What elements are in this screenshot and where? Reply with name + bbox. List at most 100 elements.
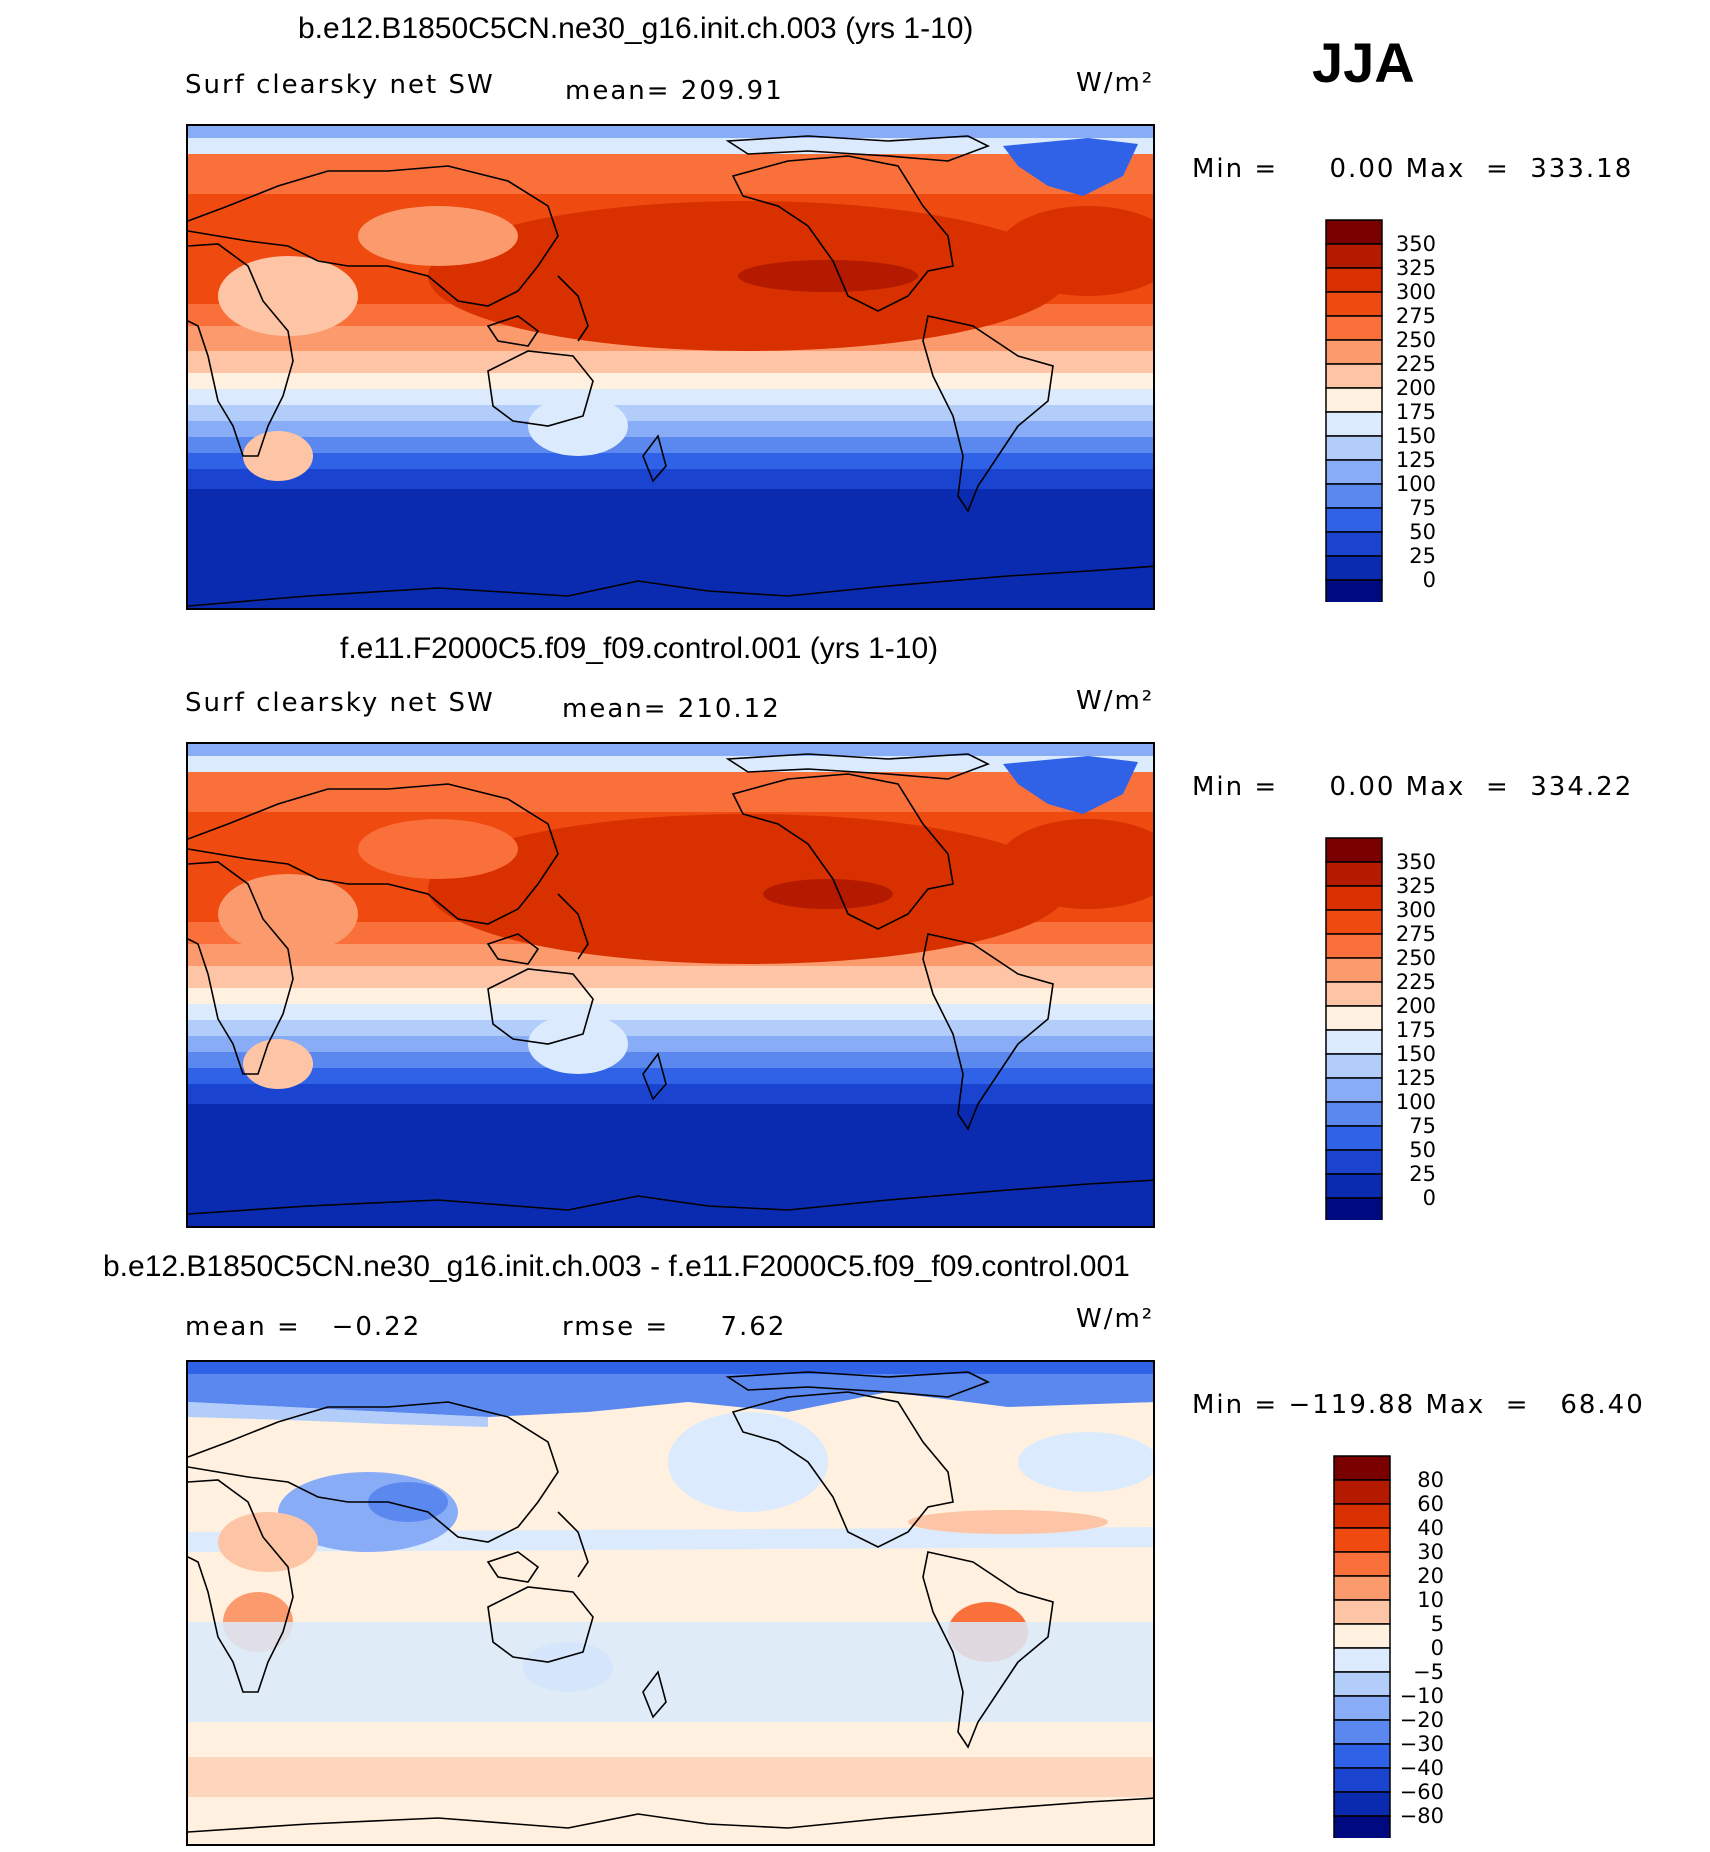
colorbar-swatch xyxy=(1325,909,1383,935)
panel-1-variable-label: Surf clearsky net SW xyxy=(185,70,495,100)
colorbar-tick-label: 100 xyxy=(1396,1090,1436,1114)
colorbar-swatch xyxy=(1325,507,1383,533)
colorbar-swatch xyxy=(1333,1815,1391,1841)
colorbar-swatch xyxy=(1325,435,1383,461)
panel-1-title: b.e12.B1850C5CN.ne30_g16.init.ch.003 (yr… xyxy=(298,12,974,45)
colorbar-swatch xyxy=(1325,861,1383,887)
colorbar-swatch xyxy=(1325,1005,1383,1031)
colorbar-swatch xyxy=(1325,411,1383,437)
colorbar-swatch xyxy=(1325,267,1383,293)
colorbar-tick-label: 225 xyxy=(1396,352,1436,376)
colorbar-tick-label: 0 xyxy=(1423,1186,1436,1210)
colorbar-swatch xyxy=(1325,1053,1383,1079)
colorbar-tick-label: 0 xyxy=(1431,1636,1444,1660)
colorbar-tick-label: 20 xyxy=(1417,1564,1444,1588)
colorbar-swatch xyxy=(1325,1173,1383,1199)
colorbar-swatch xyxy=(1325,1101,1383,1127)
colorbar-tick-label: −5 xyxy=(1413,1660,1444,1684)
colorbar-tick-label: 0 xyxy=(1423,568,1436,592)
panel-2-map xyxy=(186,742,1155,1228)
colorbar-tick-label: 350 xyxy=(1396,850,1436,874)
colorbar-swatch xyxy=(1325,555,1383,581)
colorbar-swatch xyxy=(1325,387,1383,413)
colorbar-tick-label: 30 xyxy=(1417,1540,1444,1564)
colorbar-swatch xyxy=(1325,885,1383,911)
colorbar-tick-label: 300 xyxy=(1396,898,1436,922)
colorbar-tick-label: 200 xyxy=(1396,994,1436,1018)
panel-2-mean-label: mean= 210.12 xyxy=(562,694,781,724)
colorbar-swatch xyxy=(1333,1503,1391,1529)
colorbar-swatch xyxy=(1333,1671,1391,1697)
panel-3-units-label: W/m² xyxy=(1076,1304,1155,1334)
colorbar-swatch xyxy=(1325,459,1383,485)
colorbar-swatch xyxy=(1325,483,1383,509)
colorbar-swatch xyxy=(1333,1599,1391,1625)
colorbar-tick-label: −80 xyxy=(1400,1804,1444,1828)
colorbar-tick-label: 275 xyxy=(1396,922,1436,946)
colorbar-tick-label: −10 xyxy=(1400,1684,1444,1708)
colorbar-swatch xyxy=(1333,1767,1391,1793)
colorbar-tick-label: 150 xyxy=(1396,424,1436,448)
colorbar-swatch xyxy=(1333,1719,1391,1745)
panel-3-mean-label: mean = −0.22 xyxy=(185,1312,422,1342)
colorbar-tick-label: 40 xyxy=(1417,1516,1444,1540)
panel-1-units-label: W/m² xyxy=(1076,68,1155,98)
colorbar-tick-label: 300 xyxy=(1396,280,1436,304)
colorbar-swatch xyxy=(1325,363,1383,389)
colorbar-tick-label: 75 xyxy=(1409,496,1436,520)
colorbar-swatch xyxy=(1325,339,1383,365)
colorbar-tick-label: 75 xyxy=(1409,1114,1436,1138)
panel-1-colorbar: 350 325 300 275 250 225 200 175 150 125 100 75 50 25 0 xyxy=(1324,218,1454,607)
colorbar-tick-label: 5 xyxy=(1431,1612,1444,1636)
colorbar-tick-label: 200 xyxy=(1396,376,1436,400)
colorbar-tick-label: 25 xyxy=(1409,1162,1436,1186)
panel-1-mean-label: mean= 209.91 xyxy=(565,76,784,106)
colorbar-swatch xyxy=(1333,1695,1391,1721)
panel-1-minmax: Min = 0.00 Max = 333.18 xyxy=(1192,154,1634,184)
panel-3-map xyxy=(186,1360,1155,1846)
colorbar-tick-label: −30 xyxy=(1400,1732,1444,1756)
colorbar-swatch xyxy=(1325,981,1383,1007)
colorbar-tick-label: 225 xyxy=(1396,970,1436,994)
colorbar-tick-label: 25 xyxy=(1409,544,1436,568)
colorbar-swatch xyxy=(1333,1551,1391,1577)
colorbar-tick-label: 100 xyxy=(1396,472,1436,496)
colorbar-swatch xyxy=(1333,1647,1391,1673)
colorbar-tick-label: −40 xyxy=(1400,1756,1444,1780)
colorbar-swatch xyxy=(1325,531,1383,557)
colorbar-tick-label: −20 xyxy=(1400,1708,1444,1732)
colorbar-swatch xyxy=(1325,243,1383,269)
colorbar-swatch xyxy=(1325,837,1383,863)
colorbar-tick-label: 125 xyxy=(1396,1066,1436,1090)
colorbar-swatch xyxy=(1325,1149,1383,1175)
colorbar-tick-label: 175 xyxy=(1396,400,1436,424)
colorbar-tick-label: 50 xyxy=(1409,520,1436,544)
panel-3-rmse-label: rmse = 7.62 xyxy=(562,1312,787,1342)
colorbar-swatch xyxy=(1325,1125,1383,1151)
colorbar-swatch xyxy=(1333,1791,1391,1817)
panel-2-variable-label: Surf clearsky net SW xyxy=(185,688,495,718)
panel-2-minmax: Min = 0.00 Max = 334.22 xyxy=(1192,772,1634,802)
colorbar-tick-label: 60 xyxy=(1417,1492,1444,1516)
colorbar-swatch xyxy=(1333,1527,1391,1553)
colorbar-swatch xyxy=(1325,315,1383,341)
panel-1-map xyxy=(186,124,1155,610)
colorbar-swatch xyxy=(1325,933,1383,959)
colorbar-tick-label: −60 xyxy=(1400,1780,1444,1804)
colorbar-tick-label: 10 xyxy=(1417,1588,1444,1612)
panel-3-title: b.e12.B1850C5CN.ne30_g16.init.ch.003 - f… xyxy=(103,1250,1130,1283)
colorbar-swatch xyxy=(1325,219,1383,245)
colorbar-swatch xyxy=(1325,579,1383,605)
panel-3-minmax: Min = −119.88 Max = 68.40 xyxy=(1192,1390,1645,1420)
panel-2-colorbar: 350 325 300 275 250 225 200 175 150 125 100 75 50 25 0 xyxy=(1324,836,1454,1225)
colorbar-swatch xyxy=(1333,1479,1391,1505)
colorbar-tick-label: 250 xyxy=(1396,328,1436,352)
colorbar-tick-label: 250 xyxy=(1396,946,1436,970)
colorbar-swatch xyxy=(1325,1077,1383,1103)
colorbar-tick-label: 80 xyxy=(1417,1468,1444,1492)
colorbar-tick-label: 175 xyxy=(1396,1018,1436,1042)
colorbar-swatch xyxy=(1333,1455,1391,1481)
panel-3-colorbar: 80 60 40 30 20 10 5 0 −5 −10 −20 −30 −40 −60 −80 xyxy=(1332,1454,1462,1843)
colorbar-swatch xyxy=(1325,291,1383,317)
colorbar-swatch xyxy=(1333,1743,1391,1769)
